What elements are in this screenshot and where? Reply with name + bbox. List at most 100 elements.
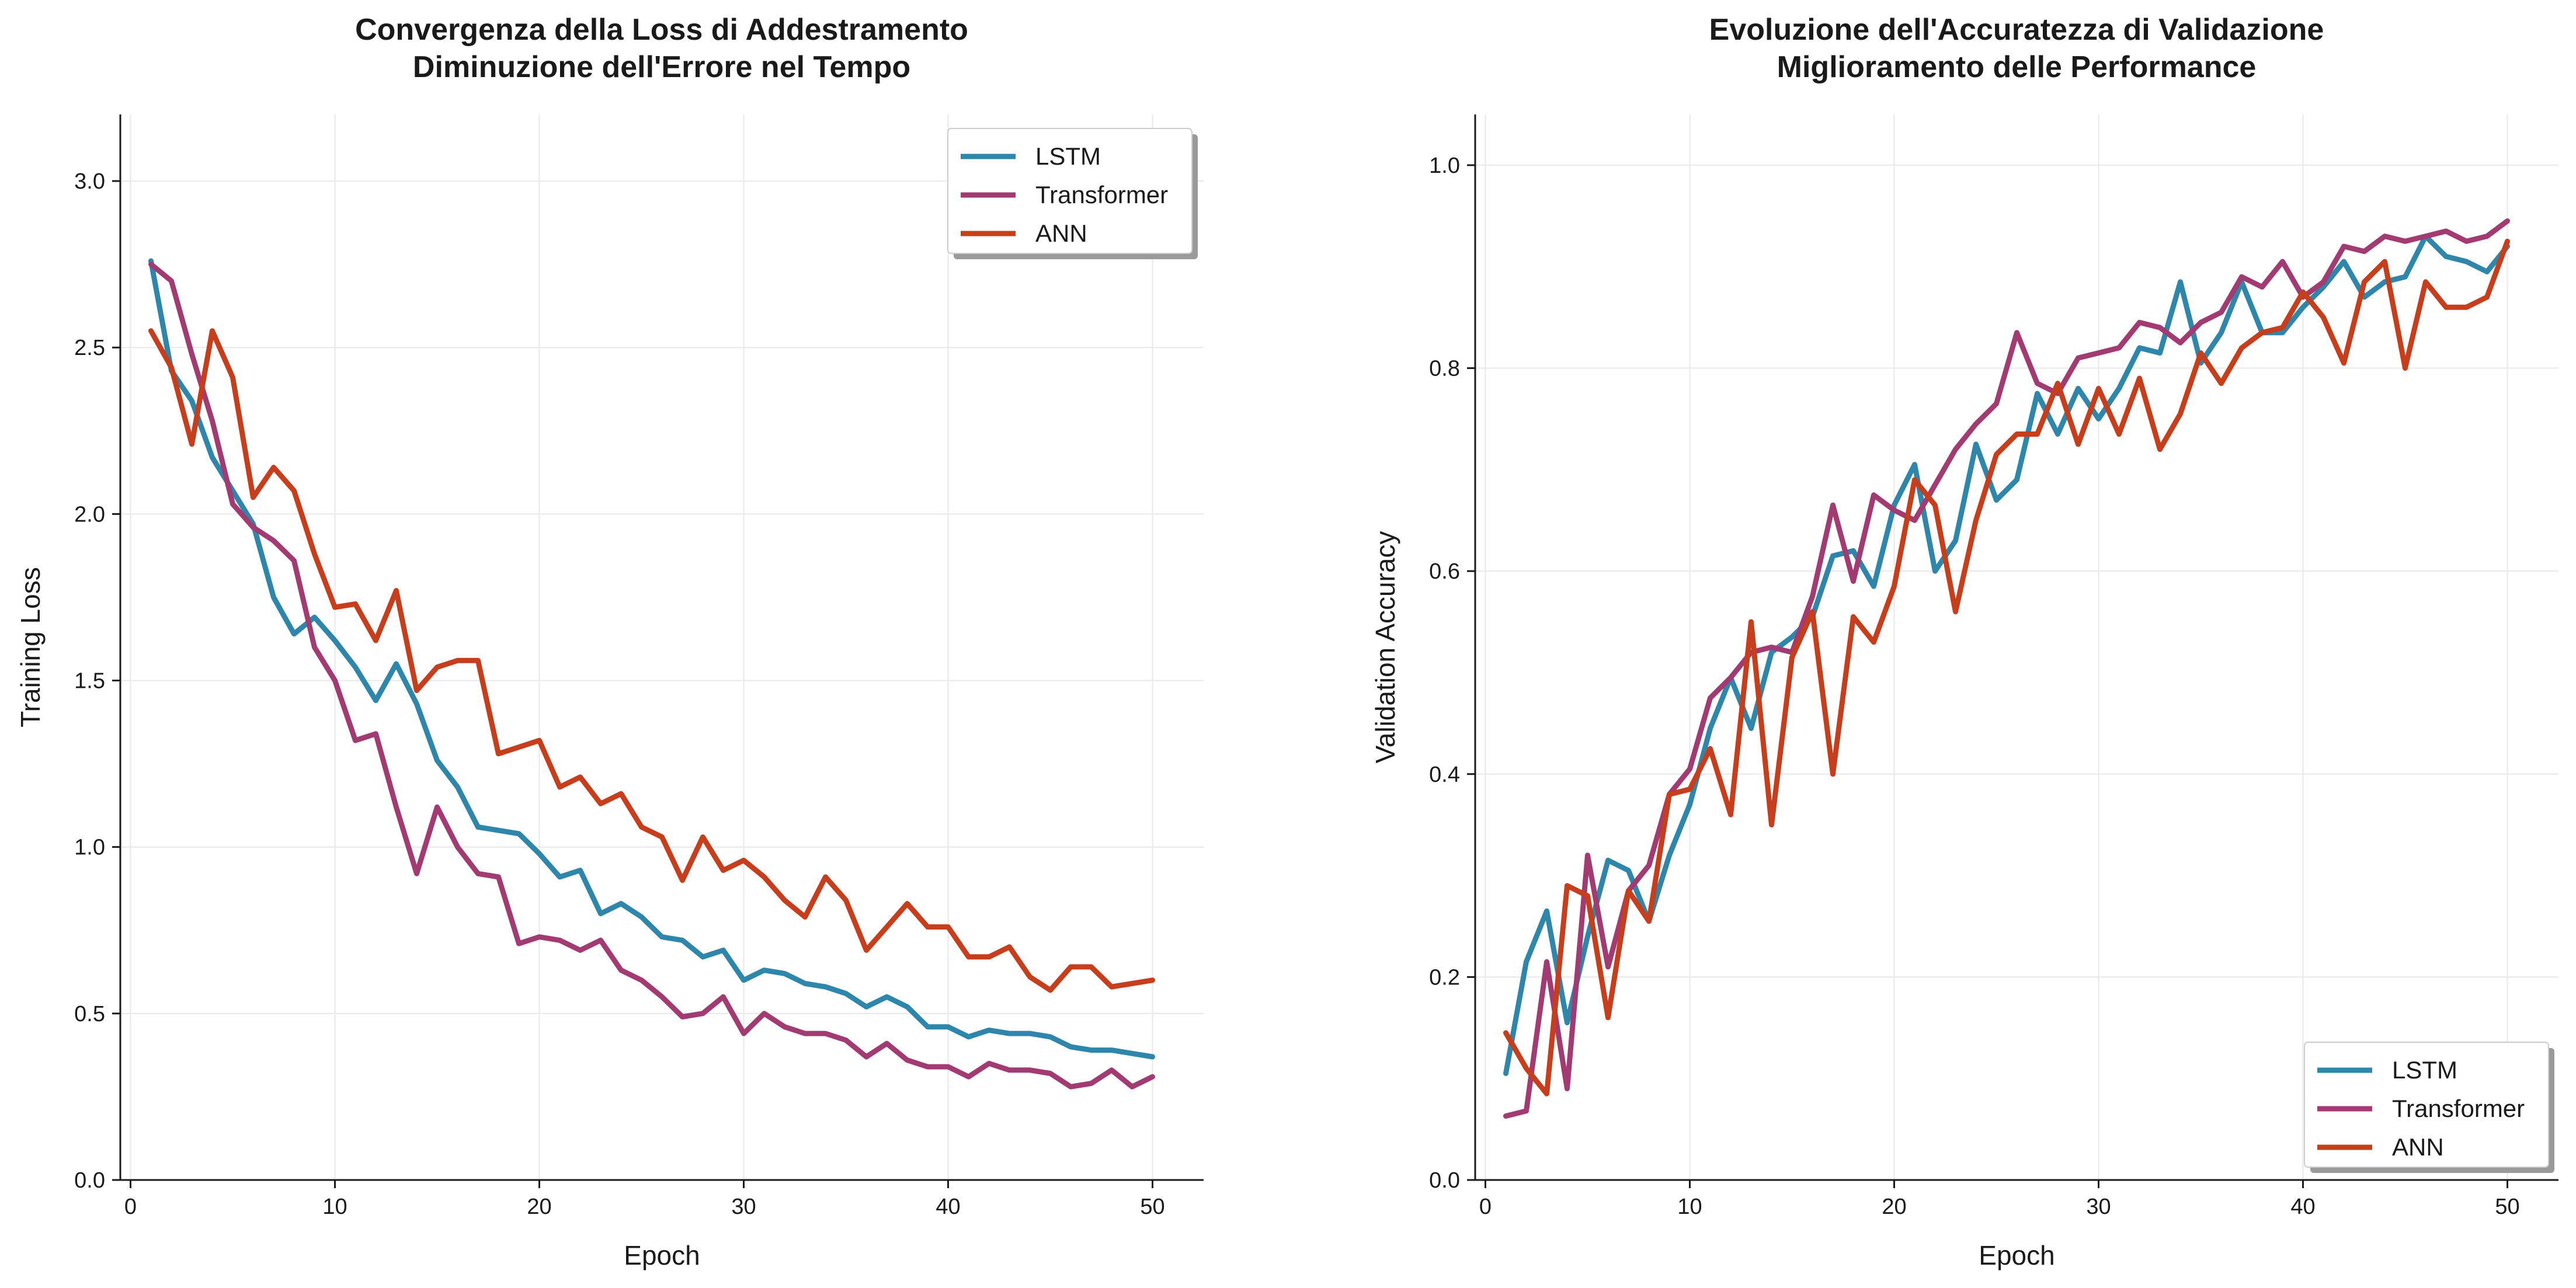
data-point-ann bbox=[825, 877, 826, 878]
data-point-lstm bbox=[784, 973, 785, 974]
data-point-ann bbox=[232, 377, 233, 378]
data-point-transformer bbox=[2037, 383, 2038, 384]
y-tick-label: 0.8 bbox=[1429, 357, 1460, 381]
x-axis-label: Epoch bbox=[624, 1240, 700, 1270]
data-point-ann bbox=[907, 903, 908, 904]
data-point-ann bbox=[2098, 388, 2099, 389]
data-point-ann bbox=[1812, 611, 1813, 612]
legend-label-ann: ANN bbox=[1035, 220, 1087, 247]
data-point-ann bbox=[2466, 307, 2467, 308]
series-line-lstm bbox=[148, 258, 1155, 1060]
x-tick-label: 10 bbox=[322, 1195, 347, 1219]
y-tick-label: 1.5 bbox=[74, 669, 105, 694]
data-point-lstm bbox=[1050, 1036, 1051, 1037]
data-point-lstm bbox=[1710, 728, 1711, 729]
data-point-transformer bbox=[1996, 403, 1997, 404]
x-tick-label: 40 bbox=[936, 1195, 960, 1219]
data-point-ann bbox=[743, 860, 744, 861]
data-point-ann bbox=[171, 367, 172, 368]
data-point-lstm bbox=[968, 1036, 969, 1037]
data-point-transformer bbox=[866, 1056, 867, 1057]
data-point-transformer bbox=[498, 877, 499, 878]
accuracy-chart: 0 10 20 30 40 50 0.0 0.2 0.4 0.6 0.8 1.0 Epoch Valida… bbox=[1370, 13, 2558, 1270]
data-point-ann bbox=[1669, 794, 1670, 795]
data-point-ann bbox=[396, 590, 397, 591]
x-tick-label: 30 bbox=[2086, 1195, 2111, 1219]
y-tick-label: 2.0 bbox=[74, 502, 105, 527]
x-tick-label: 0 bbox=[124, 1195, 137, 1219]
data-point-lstm bbox=[1689, 804, 1690, 805]
data-point-lstm bbox=[682, 940, 683, 941]
loss-chart: 0 10 20 30 40 50 0.0 0.5 1.0 1.5 2.0 2.5 3.0 Epoch Tra… bbox=[15, 13, 1204, 1270]
data-point-lstm bbox=[232, 490, 233, 491]
chart-subtitle: Miglioramento delle Performance bbox=[1777, 50, 2257, 84]
chart-subtitle: Diminuzione dell'Errore nel Tempo bbox=[413, 50, 910, 84]
data-point-ann bbox=[968, 956, 969, 957]
data-point-lstm bbox=[1070, 1046, 1071, 1047]
x-tick-label: 20 bbox=[1882, 1195, 1906, 1219]
y-tick-label: 0.5 bbox=[74, 1002, 105, 1026]
x-tick-label: 0 bbox=[1479, 1195, 1492, 1219]
data-point-ann bbox=[1771, 824, 1772, 825]
data-point-transformer bbox=[559, 940, 560, 941]
data-point-ann bbox=[273, 467, 274, 468]
data-point-ann bbox=[457, 660, 458, 661]
data-point-transformer bbox=[600, 940, 601, 941]
legend-label-transformer: Transformer bbox=[1035, 181, 1168, 208]
data-point-transformer bbox=[2139, 322, 2140, 323]
data-point-lstm bbox=[314, 617, 315, 618]
data-point-ann bbox=[866, 950, 867, 951]
legend-label-ann: ANN bbox=[2392, 1133, 2444, 1161]
data-point-ann bbox=[2364, 281, 2365, 282]
data-point-lstm bbox=[723, 950, 724, 951]
x-tick-label: 50 bbox=[1140, 1195, 1164, 1219]
x-tick-label: 10 bbox=[1677, 1195, 1702, 1219]
data-point-transformer bbox=[2200, 322, 2201, 323]
data-point-lstm bbox=[600, 913, 601, 914]
data-point-lstm bbox=[212, 457, 213, 458]
data-point-lstm bbox=[2139, 347, 2140, 348]
x-tick-label: 50 bbox=[2495, 1195, 2519, 1219]
data-point-ann bbox=[1730, 814, 1731, 815]
y-tick-label: 0.0 bbox=[1429, 1168, 1460, 1193]
x-tick-label: 40 bbox=[2290, 1195, 2315, 1219]
data-point-lstm bbox=[559, 877, 560, 878]
data-point-transformer bbox=[212, 420, 213, 421]
data-point-transformer bbox=[1914, 520, 1915, 521]
y-tick-label: 2.5 bbox=[74, 336, 105, 360]
data-point-lstm bbox=[927, 1026, 928, 1027]
y-tick-label: 0.0 bbox=[74, 1168, 105, 1193]
data-point-lstm bbox=[1009, 1033, 1010, 1034]
data-point-lstm bbox=[1914, 464, 1915, 465]
data-point-lstm bbox=[2384, 281, 2385, 282]
chart-title: Convergenza della Loss di Addestramento bbox=[355, 13, 968, 47]
data-point-lstm bbox=[498, 830, 499, 831]
chart-title: Evoluzione dell'Accuratezza di Validazio… bbox=[1709, 13, 2324, 47]
data-point-lstm bbox=[1771, 652, 1772, 653]
data-point-transformer bbox=[743, 1033, 744, 1034]
data-point-transformer bbox=[825, 1033, 826, 1034]
data-point-ann bbox=[1009, 946, 1010, 947]
data-point-ann bbox=[1628, 890, 1629, 891]
data-point-ann bbox=[600, 803, 601, 804]
data-point-transformer bbox=[1730, 677, 1731, 678]
data-point-ann bbox=[1996, 454, 1997, 455]
x-axis-label: Epoch bbox=[1979, 1240, 2054, 1270]
y-tick-label: 0.2 bbox=[1429, 965, 1460, 990]
data-point-lstm bbox=[1152, 1056, 1153, 1057]
series-line-transformer bbox=[1503, 218, 2510, 1119]
data-point-lstm bbox=[1628, 870, 1629, 871]
series-line-transformer bbox=[148, 262, 1155, 1089]
x-tick-label: 20 bbox=[527, 1195, 551, 1219]
data-point-lstm bbox=[2180, 281, 2181, 282]
data-point-transformer bbox=[2466, 241, 2467, 242]
data-point-ann bbox=[559, 787, 560, 788]
data-point-ann bbox=[1955, 611, 1956, 612]
data-point-ann bbox=[723, 870, 724, 871]
y-tick-label: 1.0 bbox=[74, 836, 105, 860]
data-point-transformer bbox=[1812, 596, 1813, 597]
data-point-transformer bbox=[355, 740, 356, 741]
data-point-ann bbox=[416, 690, 417, 691]
data-point-lstm bbox=[1587, 936, 1588, 937]
